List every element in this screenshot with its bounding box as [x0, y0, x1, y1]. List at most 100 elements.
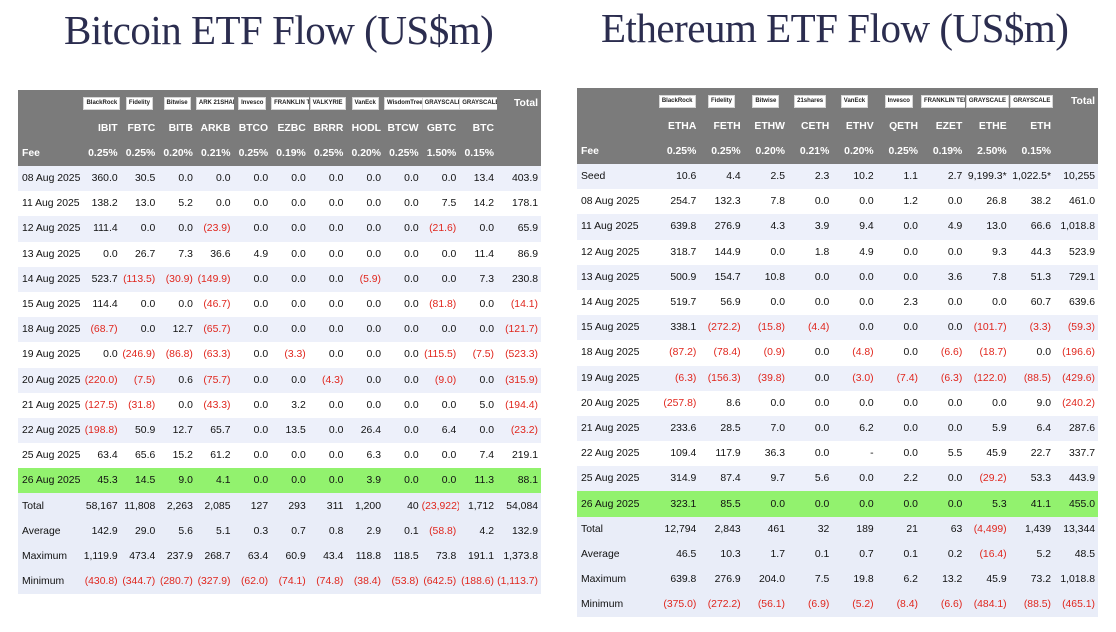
flow-cell: (220.0) [83, 367, 121, 393]
flow-cell: 9.0 [1009, 390, 1054, 416]
flow-cell: - [832, 441, 877, 467]
flow-cell: 7.0 [743, 415, 788, 442]
row-date: 12 Aug 2025 [577, 239, 655, 265]
flow-cell: 0.0 [195, 191, 234, 217]
stat-cell: (88.5) [1009, 592, 1054, 618]
flow-cell: 4.9 [233, 241, 272, 267]
flow-cell: 0.0 [832, 189, 877, 215]
flow-cell: 0.0 [832, 315, 877, 341]
flow-cell: (122.0) [965, 365, 1010, 391]
table-row: 21 Aug 2025 233.6 28.5 7.0 0.0 6.2 0.0 0.0 5.9 6.… [577, 415, 1098, 442]
flow-cell: 0.0 [346, 317, 384, 343]
flow-cell: 85.5 [699, 491, 744, 517]
row-date: 13 Aug 2025 [18, 241, 83, 267]
stat-total: (465.1) [1054, 592, 1098, 618]
fee-cell: 0.25% [699, 139, 744, 164]
row-date: 11 Aug 2025 [577, 214, 655, 240]
fee-cell: 0.15% [1009, 139, 1054, 164]
stat-total: 48.5 [1054, 541, 1098, 567]
flow-cell: 26.8 [965, 189, 1010, 215]
flow-cell: 132.3 [699, 189, 744, 215]
ticker-header: ETHE [965, 114, 1010, 139]
flow-cell: 0.0 [308, 392, 347, 418]
row-date: Seed [577, 164, 655, 190]
stat-cell: 2.9 [346, 518, 384, 544]
flow-cell: (4.8) [832, 340, 877, 366]
issuer-logo: Bitwise [163, 96, 191, 110]
flow-cell: 323.1 [655, 491, 700, 517]
flow-cell: 7.5 [421, 191, 460, 217]
flow-cell: (257.8) [655, 390, 700, 416]
flow-cell: 0.0 [384, 191, 422, 217]
stat-cell: 73.2 [1009, 567, 1054, 593]
flow-cell: 3.9 [787, 214, 833, 240]
row-total: 639.6 [1054, 289, 1098, 316]
flow-cell: 639.8 [655, 214, 700, 240]
issuer-logo: GRAYSCALE [965, 94, 1010, 108]
flow-cell: 0.0 [308, 266, 347, 292]
stat-row: Total 58,167 11,808 2,263 2,085 127 293 311 1,20… [18, 493, 541, 519]
row-total: 65.9 [497, 216, 541, 242]
fee-cell: 0.25% [876, 139, 921, 164]
issuer-logo: GRAYSCALE [459, 96, 497, 110]
issuer-logo-cell: Bitwise [158, 90, 196, 116]
flow-cell: 338.1 [655, 315, 700, 341]
flow-cell: 0.0 [421, 443, 460, 469]
table-row: 22 Aug 2025 109.4 117.9 36.3 0.0-0.0 5.5 45.9 2… [577, 441, 1098, 467]
flow-cell: 0.0 [743, 289, 788, 316]
stat-cell: 6.2 [876, 567, 921, 593]
issuer-logo-row: BlackRock Fidelity Bitwise 21shares VanEck In… [577, 88, 1098, 114]
flow-cell: 0.0 [1009, 340, 1054, 366]
issuer-logo-cell: FRANKLIN TEMPLETON [920, 88, 966, 114]
flow-cell: 0.0 [787, 491, 833, 517]
stat-label: Minimum [577, 592, 655, 618]
table-row: 14 Aug 2025 519.7 56.9 0.0 0.0 0.0 2.3 0.0 0.0 60… [577, 289, 1098, 316]
flow-cell: 314.9 [655, 466, 700, 492]
stat-cell: 21 [876, 516, 921, 542]
flow-cell: 0.0 [920, 415, 966, 442]
flow-cell: 0.0 [233, 367, 272, 393]
row-date: 22 Aug 2025 [577, 441, 655, 467]
flow-cell: 0.0 [271, 216, 309, 242]
flow-cell: 0.0 [308, 166, 347, 192]
flow-cell: 0.0 [271, 367, 309, 393]
flow-cell: (68.7) [83, 317, 121, 343]
flow-cell: 0.0 [421, 266, 460, 292]
fee-cell: 0.25% [384, 141, 422, 166]
stat-cell: 43.4 [308, 543, 347, 569]
table-row: 25 Aug 2025 63.4 65.6 15.2 61.2 0.0 0.0 0.0 6.3 0… [18, 443, 541, 469]
flow-cell: (5.9) [346, 266, 384, 292]
flow-cell: 0.0 [384, 468, 422, 494]
flow-cell: 0.0 [233, 392, 272, 418]
table-row: 12 Aug 2025 111.4 0.0 0.0 (23.9) 0.0 0.0 0.0 0.0… [18, 216, 541, 242]
flow-cell: 0.0 [308, 417, 347, 444]
issuer-logo-cell: GRAYSCALE [965, 88, 1010, 114]
flow-cell: (4.3) [308, 367, 347, 393]
flow-cell: 0.0 [876, 264, 921, 290]
flow-cell: 111.4 [83, 216, 121, 242]
row-date: 11 Aug 2025 [18, 191, 83, 217]
flow-cell: (7.4) [876, 365, 921, 391]
flow-cell: 0.0 [920, 491, 966, 517]
ticker-row: ETHA FETH ETHW CETH ETHV QETH EZET ETHE ETH [577, 114, 1098, 139]
stat-cell: 5.2 [1009, 541, 1054, 567]
flow-cell: 7.4 [459, 443, 497, 469]
issuer-logo: GRAYSCALE [421, 96, 460, 110]
flow-cell: 114.4 [83, 291, 121, 318]
fee-cell: 1.50% [421, 141, 460, 166]
ticker-header: FBTC [120, 116, 159, 141]
flow-cell: 5.2 [158, 191, 196, 217]
flow-cell: 0.0 [832, 466, 877, 492]
flow-cell: (75.7) [195, 367, 234, 393]
fee-row: Fee 0.25% 0.25% 0.20% 0.21% 0.20% 0.25% 0.19% 2.… [577, 139, 1098, 164]
flow-cell: 109.4 [655, 441, 700, 467]
stat-cell: 461 [743, 516, 788, 542]
flow-cell: 0.0 [233, 317, 272, 343]
stat-cell: (188.6) [459, 569, 497, 595]
flow-cell: 0.0 [384, 392, 422, 418]
fee-cell: 0.19% [920, 139, 966, 164]
table-row: 25 Aug 2025 314.9 87.4 9.7 5.6 0.0 2.2 0.0 (29.2… [577, 466, 1098, 492]
ticker-header: EZBC [271, 116, 309, 141]
stat-cell: 1.7 [743, 541, 788, 567]
flow-cell: 0.0 [920, 315, 966, 341]
